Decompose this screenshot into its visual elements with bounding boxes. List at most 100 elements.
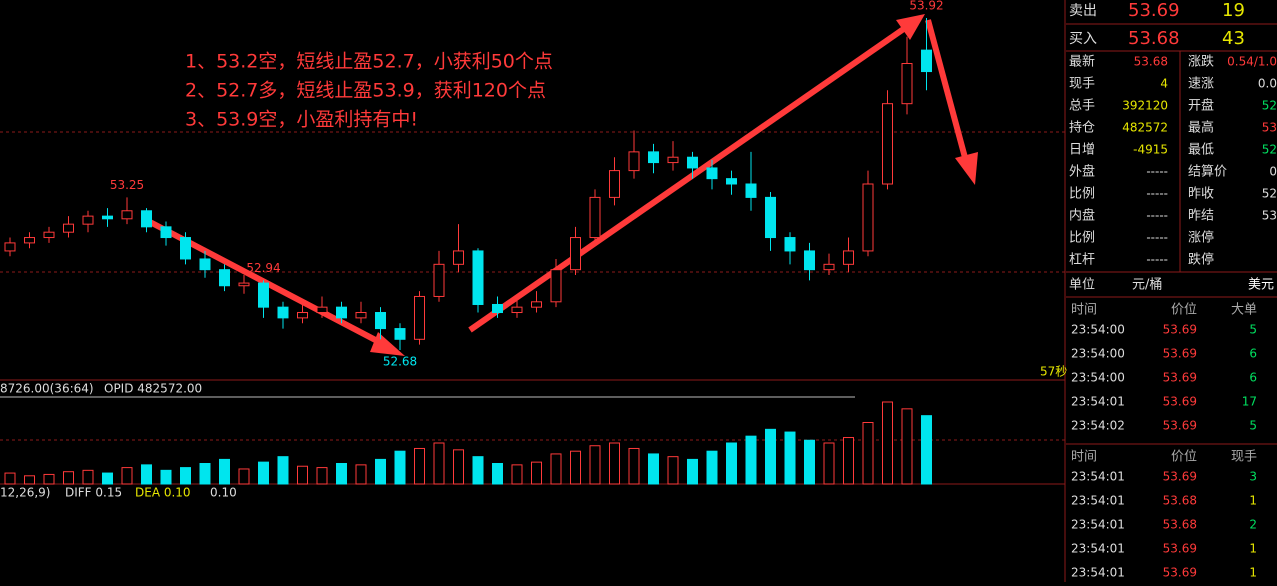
volume-bar	[706, 450, 718, 485]
trade-price: 53.69	[1163, 323, 1197, 337]
volume-bar	[336, 463, 347, 485]
candle-body	[628, 151, 640, 172]
stat-value: 4	[1160, 77, 1168, 91]
candle-body	[297, 312, 308, 319]
volume-bar	[648, 453, 659, 485]
trade-qty: 17	[1242, 395, 1257, 409]
volume-bar	[511, 464, 523, 485]
trade-qty: 3	[1249, 470, 1257, 484]
trade-time: 23:54:00	[1071, 323, 1125, 337]
candle-body	[160, 226, 172, 239]
macd-header: 12,26,9)	[0, 486, 50, 500]
table-header: 时间	[1071, 450, 1097, 465]
trade-price: 53.69	[1163, 347, 1197, 361]
trade-time: 23:54:01	[1071, 395, 1125, 409]
volume-bar	[765, 428, 776, 485]
trade-qty: 5	[1249, 323, 1257, 337]
candle-body	[258, 282, 269, 308]
candle-body	[492, 303, 503, 314]
stat-label: 比例	[1069, 231, 1095, 246]
price-label: 53.25	[110, 178, 144, 192]
volume-bar	[375, 458, 386, 485]
stat-value: -----	[1146, 253, 1168, 267]
stat-value: 52	[1262, 187, 1277, 201]
stat-value: 0.54/1.0	[1227, 55, 1277, 69]
stat-value: 52	[1262, 99, 1277, 113]
quote-label: 买入	[1069, 31, 1097, 47]
candle-body	[687, 156, 698, 169]
stat-value: -----	[1146, 231, 1168, 245]
candle-body	[823, 263, 835, 271]
stat-label: 跌停	[1188, 252, 1214, 268]
trade-time: 23:54:01	[1071, 566, 1125, 580]
candle-body	[355, 312, 367, 319]
stat-value: 482572	[1122, 121, 1168, 135]
volume-bar	[4, 472, 16, 485]
stat-label: 持仓	[1069, 121, 1095, 136]
candle-body	[121, 210, 133, 220]
volume-bar	[258, 461, 269, 485]
stat-label: 总手	[1069, 99, 1095, 114]
table-header: 价位	[1171, 303, 1197, 318]
trade-qty: 1	[1249, 566, 1257, 580]
volume-bar	[628, 447, 640, 485]
table-header: 时间	[1071, 303, 1097, 318]
volume-bar	[219, 458, 230, 485]
volume-bar	[726, 442, 737, 485]
stat-label: 比例	[1069, 187, 1095, 202]
volume-bar	[843, 437, 854, 485]
trade-price: 53.69	[1163, 470, 1197, 484]
stat-label: 最高	[1188, 120, 1214, 136]
candle-body	[180, 237, 191, 260]
stat-label: 涨停	[1188, 230, 1214, 246]
annotation: 2、52.7多，短线止盈53.9，获利120个点	[185, 80, 546, 102]
trade-qty: 1	[1249, 542, 1257, 556]
candle-body	[706, 167, 718, 180]
stat-value: -----	[1146, 209, 1168, 223]
candle-body	[570, 237, 581, 271]
volume-bar	[316, 467, 328, 485]
stat-label: 外盘	[1069, 164, 1095, 180]
volume-bar	[784, 431, 796, 485]
candle-body	[472, 250, 484, 305]
volume-bar	[433, 442, 445, 485]
candle-body	[394, 328, 406, 340]
trade-time: 23:54:01	[1071, 542, 1125, 556]
stat-label: 昨收	[1188, 187, 1214, 202]
stat-label: 涨跌	[1188, 54, 1214, 70]
stat-value: 53.68	[1134, 55, 1168, 69]
quote-price: 53.69	[1128, 0, 1180, 21]
candle-body	[882, 103, 893, 185]
stat-value: 392120	[1122, 99, 1168, 113]
volume-bar	[43, 473, 55, 485]
volume-bar	[277, 456, 289, 485]
candle-body	[219, 269, 230, 287]
trade-time: 23:54:00	[1071, 347, 1125, 361]
stat-value: 0	[1269, 165, 1277, 179]
trade-price: 53.68	[1163, 518, 1197, 532]
price-label: 52.94	[246, 261, 280, 275]
stat-value: 52	[1262, 143, 1277, 157]
trade-qty: 1	[1249, 494, 1257, 508]
candle-body	[238, 282, 250, 287]
candle-body	[921, 49, 932, 73]
trade-price: 53.69	[1163, 419, 1197, 433]
candle-body	[726, 178, 737, 185]
candle-body	[375, 312, 386, 330]
stat-value: -4915	[1133, 143, 1168, 157]
volume-bar	[687, 458, 698, 485]
trade-time: 23:54:01	[1071, 470, 1125, 484]
volume-bar	[609, 442, 620, 485]
stat-label: 现手	[1069, 77, 1095, 92]
volume-bar	[550, 453, 562, 485]
candle-body	[453, 250, 464, 265]
volume-bar	[24, 475, 35, 485]
candle-body	[102, 215, 113, 220]
stat-label: 杠杆	[1069, 252, 1095, 268]
candle-body	[63, 223, 74, 233]
stat-value: 0.0	[1258, 77, 1277, 91]
macd-header: 0.10	[210, 486, 237, 500]
stat-value: -----	[1146, 187, 1168, 201]
candle-body	[784, 237, 796, 252]
